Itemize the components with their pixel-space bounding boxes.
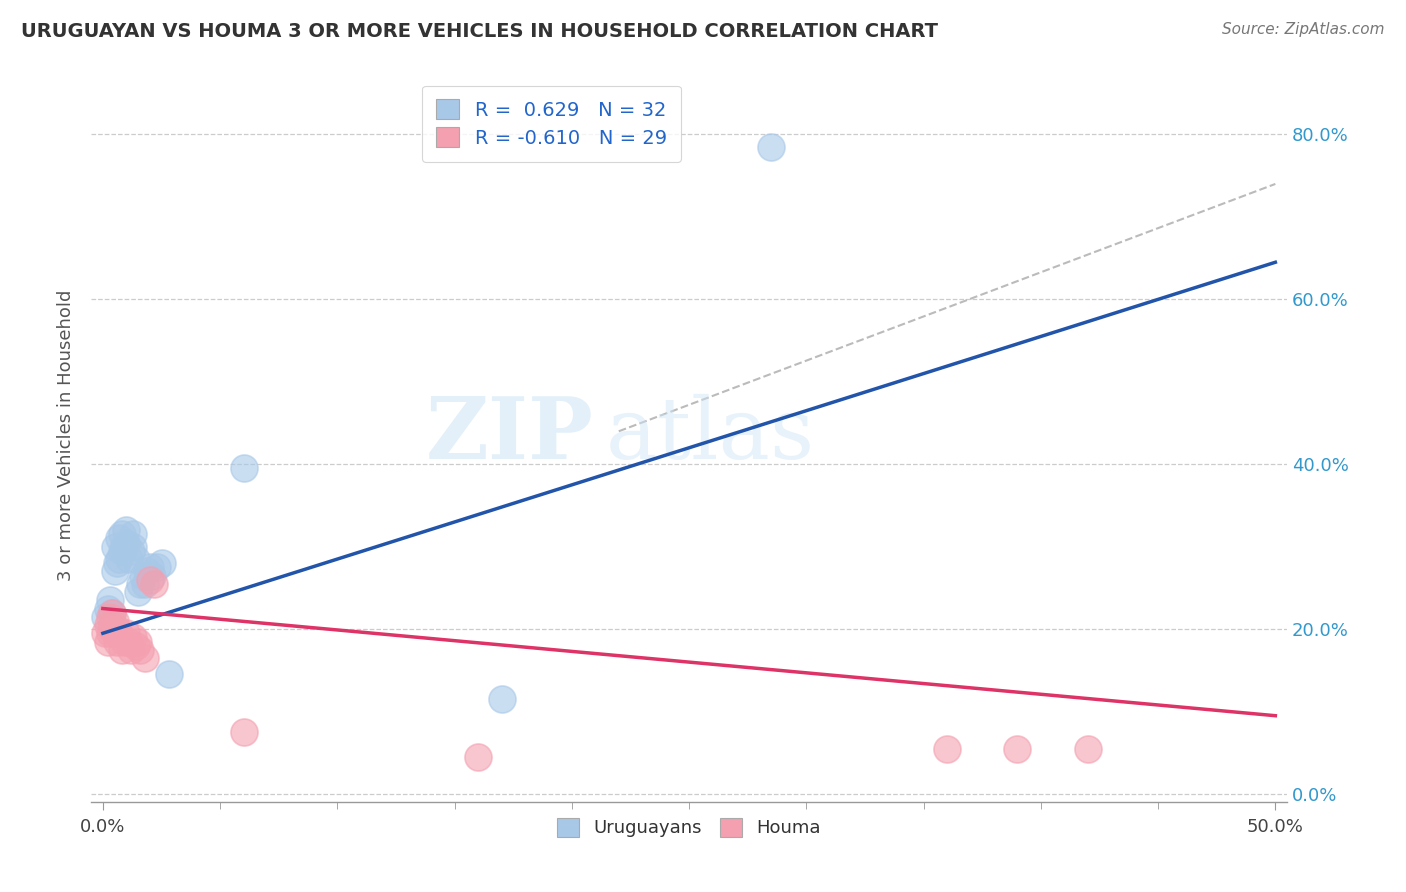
Point — [122, 631, 145, 645]
Point — [115, 626, 138, 640]
Point — [157, 667, 180, 681]
Point — [98, 593, 121, 607]
Point — [104, 565, 127, 579]
Point — [101, 606, 124, 620]
Point — [122, 527, 145, 541]
Point — [125, 639, 148, 653]
Point — [125, 552, 148, 566]
Text: atlas: atlas — [606, 393, 814, 477]
Point — [127, 634, 149, 648]
Point — [118, 634, 141, 648]
Point — [936, 741, 959, 756]
Point — [146, 560, 169, 574]
Y-axis label: 3 or more Vehicles in Household: 3 or more Vehicles in Household — [58, 290, 75, 581]
Point — [141, 568, 163, 582]
Point — [112, 634, 135, 648]
Point — [139, 573, 162, 587]
Point — [98, 626, 121, 640]
Point — [105, 556, 128, 570]
Text: Source: ZipAtlas.com: Source: ZipAtlas.com — [1222, 22, 1385, 37]
Point — [134, 651, 156, 665]
Point — [105, 622, 128, 636]
Point — [111, 544, 134, 558]
Point — [111, 527, 134, 541]
Point — [97, 601, 120, 615]
Point — [97, 618, 120, 632]
Point — [115, 535, 138, 549]
Point — [104, 540, 127, 554]
Point — [115, 523, 138, 537]
Point — [108, 552, 131, 566]
Point — [136, 565, 159, 579]
Point — [98, 609, 121, 624]
Point — [101, 606, 124, 620]
Point — [120, 642, 142, 657]
Point — [104, 614, 127, 628]
Point — [132, 568, 155, 582]
Point — [108, 532, 131, 546]
Point — [232, 461, 254, 475]
Point — [101, 622, 124, 636]
Point — [112, 540, 135, 554]
Point — [491, 692, 513, 706]
Point — [139, 560, 162, 574]
Point — [143, 576, 166, 591]
Point — [97, 634, 120, 648]
Point — [94, 609, 117, 624]
Point — [134, 576, 156, 591]
Point — [104, 626, 127, 640]
Point — [108, 626, 131, 640]
Legend: Uruguayans, Houma: Uruguayans, Houma — [550, 811, 828, 845]
Point — [761, 140, 783, 154]
Point — [120, 544, 142, 558]
Point — [111, 642, 134, 657]
Point — [105, 634, 128, 648]
Point — [467, 750, 489, 764]
Text: ZIP: ZIP — [426, 393, 593, 477]
Point — [150, 556, 173, 570]
Point — [118, 552, 141, 566]
Text: URUGUAYAN VS HOUMA 3 OR MORE VEHICLES IN HOUSEHOLD CORRELATION CHART: URUGUAYAN VS HOUMA 3 OR MORE VEHICLES IN… — [21, 22, 938, 41]
Point — [1077, 741, 1099, 756]
Point — [122, 540, 145, 554]
Point — [1007, 741, 1029, 756]
Point — [232, 725, 254, 739]
Point — [94, 626, 117, 640]
Point — [129, 642, 152, 657]
Point — [127, 585, 149, 599]
Point — [129, 576, 152, 591]
